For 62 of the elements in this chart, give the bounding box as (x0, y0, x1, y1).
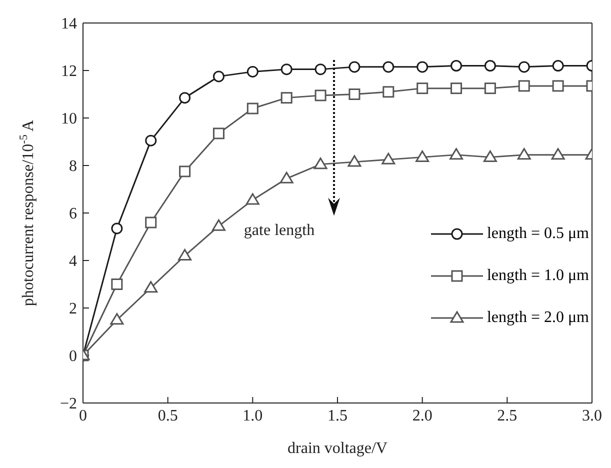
point (212, 70, 224, 82)
legend-label: length = 2.0 μm (486, 309, 589, 327)
point (246, 193, 260, 205)
y-tick-label: 12 (61, 63, 77, 80)
point (382, 86, 394, 98)
point (552, 60, 564, 72)
legend-label: length = 1.0 μm (486, 267, 589, 285)
x-tick-label: 0.5 (158, 407, 178, 424)
point (144, 281, 158, 293)
x-tick-label: 2.5 (497, 407, 518, 424)
y-tick-label: 10 (61, 110, 77, 128)
point (551, 148, 565, 160)
point (416, 82, 428, 94)
point (450, 148, 464, 160)
point (178, 249, 192, 260)
point (280, 172, 294, 184)
point (212, 219, 226, 231)
point (314, 90, 326, 102)
y-tick-label: 6 (69, 206, 77, 223)
point (450, 82, 462, 94)
point (348, 88, 360, 100)
y-tick-label: 0 (69, 348, 77, 366)
point (416, 150, 430, 162)
point (145, 134, 157, 146)
x-tick-label: 1.0 (242, 407, 263, 424)
point (145, 216, 157, 228)
y-tick-label: 14 (61, 16, 77, 33)
point (111, 278, 123, 290)
annotation: gate length (244, 222, 315, 240)
point (111, 222, 123, 234)
point (382, 152, 396, 164)
point (246, 66, 258, 78)
point (179, 166, 191, 178)
point (314, 158, 328, 170)
x-tick-label: 1.5 (328, 407, 348, 424)
point (280, 92, 292, 104)
point (110, 313, 124, 325)
point (552, 80, 564, 92)
point (246, 102, 258, 114)
point (212, 128, 224, 140)
point (484, 82, 496, 94)
point (348, 61, 360, 73)
point (314, 64, 326, 76)
y-tick-label: 2 (69, 300, 77, 318)
point (483, 150, 497, 162)
y-tick-label: 4 (69, 253, 77, 270)
point (179, 92, 191, 104)
point (416, 61, 428, 73)
y-tick-label: −2 (60, 396, 77, 413)
point (484, 60, 496, 72)
point (518, 61, 530, 73)
point (382, 61, 394, 73)
legend-label: length = 0.5 μm (486, 225, 589, 243)
point (518, 80, 530, 92)
point (348, 155, 362, 167)
x-tick-label: 3.0 (582, 407, 602, 424)
x-tick-label: 2.0 (412, 407, 432, 424)
point (450, 60, 462, 72)
point (280, 64, 292, 76)
point (517, 148, 531, 160)
x-axis-title: drain voltage/V (288, 440, 388, 457)
y-tick-label: 8 (69, 158, 77, 176)
